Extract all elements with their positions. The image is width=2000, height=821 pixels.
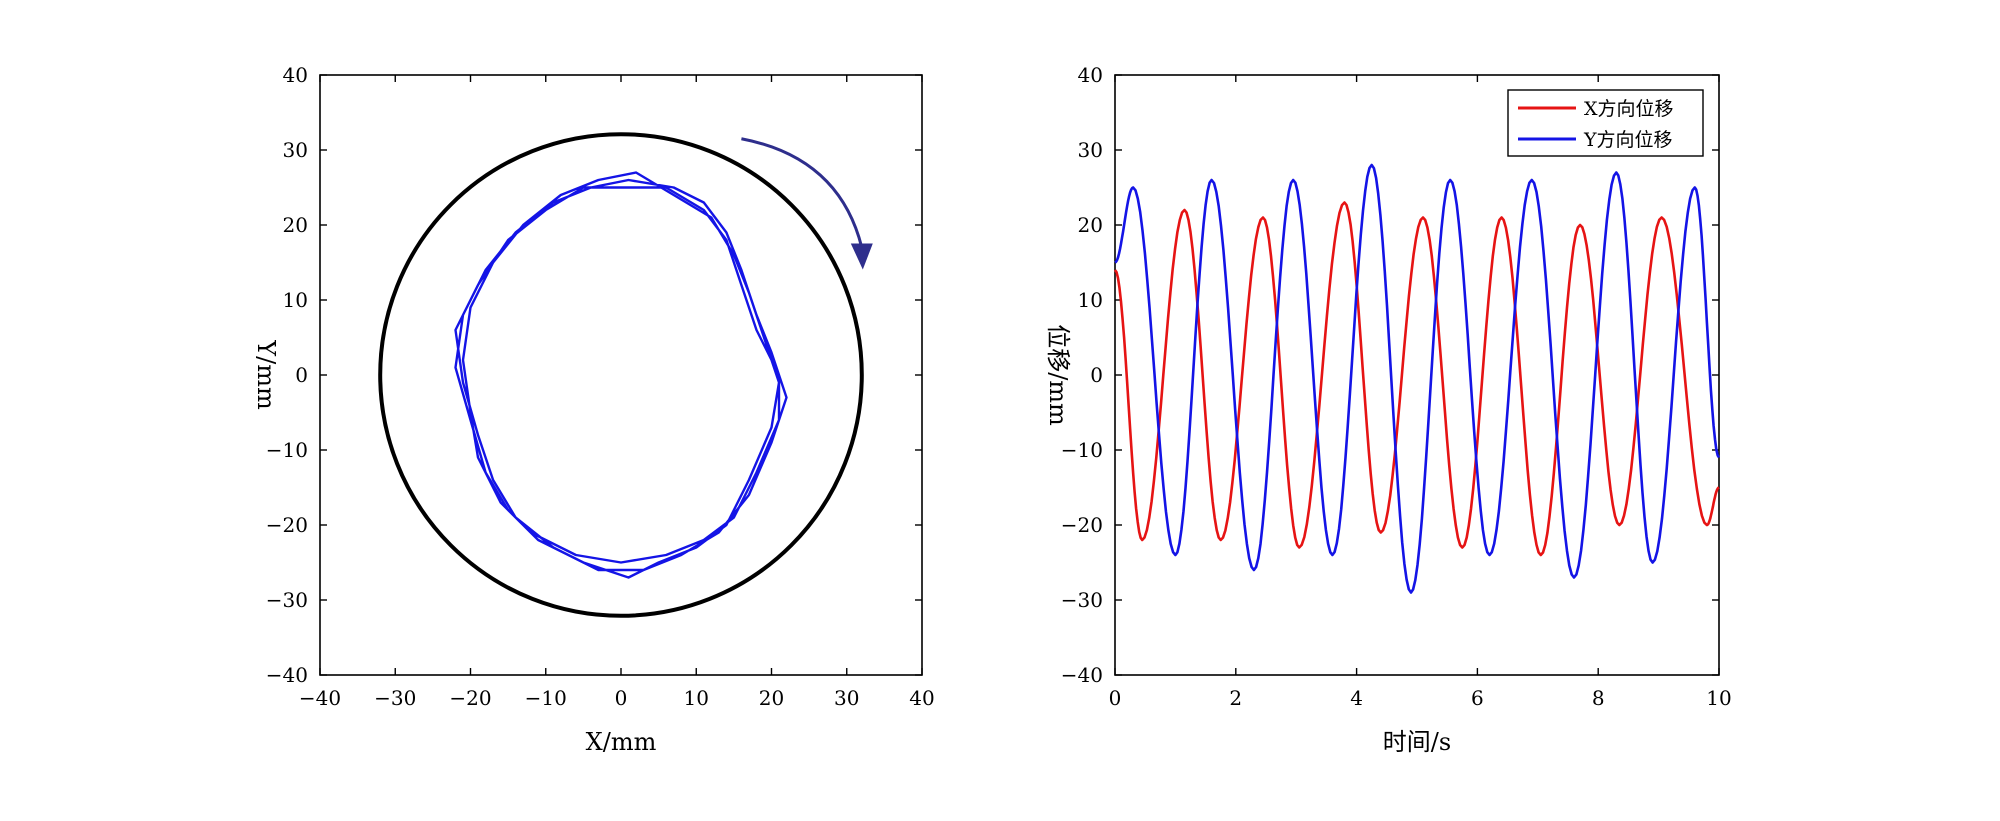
trajectory-plot: −40 −30 −20 −10 0 10 20 30 40 40 30 20 10 0 −10 −20 −30… — [252, 63, 935, 756]
legend-box — [1507, 89, 1704, 157]
displacement-y-tick-label: −30 — [1061, 588, 1103, 612]
displacement-x-tick-label: 2 — [1229, 686, 1242, 710]
trajectory-series-line — [454, 171, 788, 579]
trajectory-y-tick-label: −20 — [266, 513, 308, 537]
trajectory-y-tick-label: 40 — [283, 63, 308, 87]
displacement-x-tick-label: 6 — [1471, 686, 1484, 710]
displacement-y-tick-label: 10 — [1078, 288, 1103, 312]
trajectory-x-tick-label: −10 — [525, 686, 567, 710]
trajectory-y-tick-label: −10 — [266, 438, 308, 462]
trajectory-x-tick-labels: −40 −30 −20 −10 0 10 20 30 40 — [299, 686, 935, 710]
trajectory-x-tick-label: −20 — [449, 686, 491, 710]
trajectory-x-tick-label: −40 — [299, 686, 341, 710]
displacement-y-tick-label: −20 — [1061, 513, 1103, 537]
trajectory-ticks — [319, 74, 923, 676]
legend: X方向位移 Y方向位移 — [1507, 89, 1704, 157]
trajectory-x-tick-label: 40 — [909, 686, 934, 710]
trajectory-y-tick-label: −40 — [266, 663, 308, 687]
displacement-plot: 0 2 4 6 8 10 40 30 20 10 0 −10 −20 −30 −40 X方向位移 Y方向位… — [1044, 63, 1732, 756]
displacement-y-axis-label: 位移/mm — [1044, 324, 1072, 426]
trajectory-y-tick-label: 0 — [295, 363, 308, 387]
trajectory-y-tick-label: 20 — [283, 213, 308, 237]
trajectory-y-axis-label: Y/mm — [252, 339, 280, 410]
trajectory-y-tick-label: −30 — [266, 588, 308, 612]
displacement-y-tick-label: 20 — [1078, 213, 1103, 237]
displacement-y-tick-label: −40 — [1061, 663, 1103, 687]
displacement-y-tick-labels: 40 30 20 10 0 −10 −20 −30 −40 — [1061, 63, 1103, 687]
trajectory-x-tick-label: 20 — [759, 686, 784, 710]
legend-label-x-displacement: X方向位移 — [1584, 98, 1674, 120]
displacement-x-tick-labels: 0 2 4 6 8 10 — [1109, 686, 1732, 710]
displacement-x-tick-label: 10 — [1706, 686, 1731, 710]
trajectory-x-tick-label: 0 — [615, 686, 628, 710]
trajectory-x-tick-label: 30 — [834, 686, 859, 710]
displacement-ticks — [1114, 74, 1720, 676]
legend-label-y-displacement: Y方向位移 — [1583, 129, 1673, 151]
rotation-arrowhead-icon — [850, 243, 873, 270]
trajectory-x-tick-label: −30 — [374, 686, 416, 710]
trajectory-plot-frame — [319, 74, 923, 676]
displacement-y-tick-label: 40 — [1078, 63, 1103, 87]
trajectory-x-axis-label: X/mm — [586, 728, 657, 756]
trajectory-y-tick-label: 30 — [283, 138, 308, 162]
rotation-arrow — [741, 137, 864, 248]
trajectory-y-tick-label: 10 — [283, 288, 308, 312]
displacement-y-tick-label: 30 — [1078, 138, 1103, 162]
displacement-plot-frame — [1114, 74, 1720, 676]
boundary-circle — [378, 132, 864, 618]
displacement-x-tick-label: 4 — [1350, 686, 1363, 710]
series-line-x-displacement — [1113, 201, 1720, 557]
trajectory-y-tick-labels: 40 30 20 10 0 −10 −20 −30 −40 — [266, 63, 308, 687]
displacement-x-axis-label: 时间/s — [1383, 728, 1451, 756]
displacement-y-tick-label: −10 — [1061, 438, 1103, 462]
series-line-y-displacement — [1114, 163, 1721, 594]
displacement-y-tick-label: 0 — [1090, 363, 1103, 387]
trajectory-x-tick-label: 10 — [684, 686, 709, 710]
displacement-x-tick-label: 0 — [1109, 686, 1122, 710]
displacement-x-tick-label: 8 — [1592, 686, 1605, 710]
